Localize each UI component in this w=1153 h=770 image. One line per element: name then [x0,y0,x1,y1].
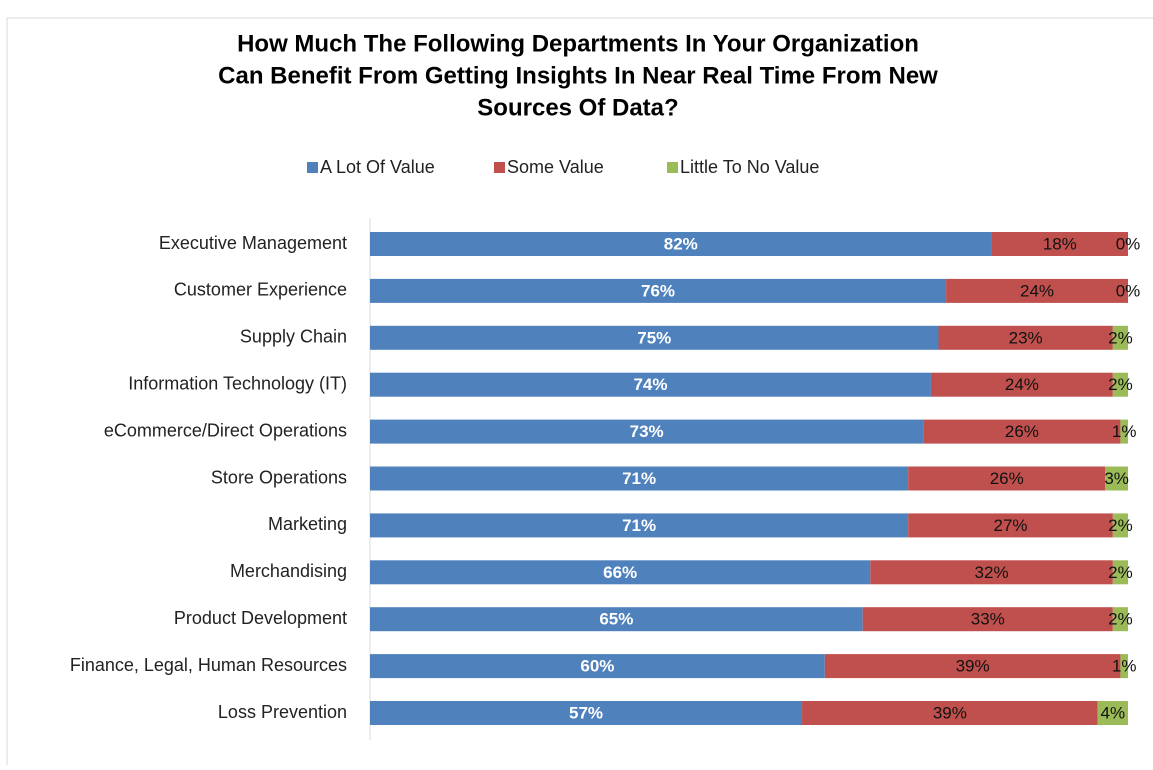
bar-segment [1112,325,1128,350]
data-label: 2% [1108,610,1133,629]
bar-segment [1112,607,1128,632]
data-label: 1% [1112,657,1137,676]
data-label: 24% [1020,281,1054,300]
y-tick-label: Information Technology (IT) [128,373,347,393]
bar-segment [946,278,1128,303]
bar-segment [908,466,1106,491]
data-label: 39% [956,657,990,676]
data-label: 32% [975,563,1009,582]
bar-segment [370,560,871,585]
bar-segment [938,325,1113,350]
legend-label: Little To No Value [680,157,819,177]
data-label: 27% [993,516,1027,535]
chart-title: How Much The Following Departments In Yo… [237,30,919,57]
chart-frame [6,17,1153,770]
data-label: 82% [664,234,698,253]
legend-swatch [494,162,505,173]
y-tick-label: Finance, Legal, Human Resources [70,655,347,675]
data-label: 71% [622,469,656,488]
data-label: 26% [990,469,1024,488]
data-label: 18% [1043,234,1077,253]
legend-label: Some Value [507,157,604,177]
y-tick-label: Executive Management [159,233,347,253]
data-label: 23% [1009,328,1043,347]
y-tick-label: Supply Chain [240,327,347,347]
bar-segment [370,372,931,397]
bar-segment [1120,419,1128,444]
bar-segment [370,325,939,350]
legend-swatch [667,162,678,173]
bar-segment [370,607,863,632]
data-label: 2% [1108,563,1133,582]
bar-segment [870,560,1113,585]
data-label: 73% [630,422,664,441]
data-label: 26% [1005,422,1039,441]
data-label: 66% [603,563,637,582]
y-tick-label: Merchandising [230,561,347,581]
bar-segment [1097,701,1128,725]
data-label: 60% [580,657,614,676]
data-label: 75% [637,328,671,347]
y-tick-label: Loss Prevention [218,702,347,722]
data-label: 1% [1112,422,1137,441]
data-label: 2% [1108,375,1133,394]
bar-segment [923,419,1121,444]
data-label: 0% [1116,281,1141,300]
data-label: 0% [1116,234,1141,253]
chart-title: Can Benefit From Getting Insights In Nea… [218,62,938,89]
bar-segment [370,654,825,679]
bar-segment [370,466,909,491]
bar-segment [824,654,1121,679]
data-label: 4% [1101,703,1126,722]
bar-segment [1105,466,1128,491]
bar-segment [370,513,909,538]
bar-segment [862,607,1113,632]
bar-segment [908,513,1113,538]
bar-segment [1112,560,1128,585]
legend-swatch [307,162,318,173]
data-label: 71% [622,516,656,535]
bar-segment [1112,513,1128,538]
data-label: 2% [1108,516,1133,535]
bar-segment [370,278,947,303]
bar-segment [370,701,803,725]
data-label: 3% [1104,469,1129,488]
bar-segment [991,232,1128,256]
data-label: 76% [641,281,675,300]
y-tick-label: Marketing [268,514,347,534]
legend-label: A Lot Of Value [320,157,435,177]
y-tick-label: eCommerce/Direct Operations [104,420,347,440]
y-tick-label: Customer Experience [174,280,347,300]
data-label: 74% [633,375,667,394]
y-tick-label: Store Operations [211,467,347,487]
chart-title: Sources Of Data? [477,94,678,121]
bar-segment [370,232,992,256]
data-label: 33% [971,610,1005,629]
data-label: 2% [1108,328,1133,347]
bar-segment [1112,372,1128,397]
bar-segment [1120,654,1128,679]
bar-segment [370,419,924,444]
data-label: 65% [599,610,633,629]
data-label: 39% [933,703,967,722]
bar-segment [802,701,1098,725]
data-label: 24% [1005,375,1039,394]
data-label: 57% [569,703,603,722]
y-tick-label: Product Development [174,608,347,628]
bar-segment [930,372,1113,397]
